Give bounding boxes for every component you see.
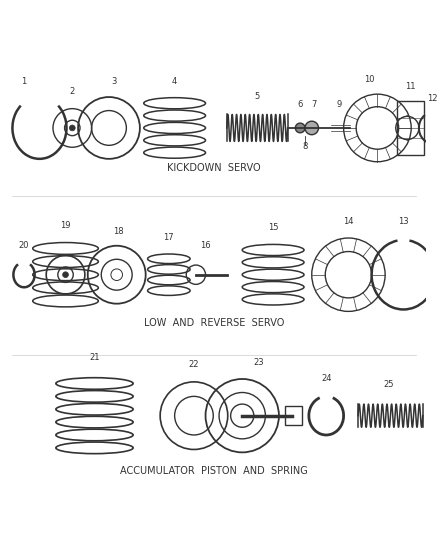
Text: 5: 5 <box>254 92 259 101</box>
Text: 17: 17 <box>163 233 174 242</box>
Text: 2: 2 <box>70 87 75 96</box>
Text: 15: 15 <box>268 223 279 232</box>
Bar <box>285 406 302 425</box>
Text: ACCUMULATOR  PISTON  AND  SPRING: ACCUMULATOR PISTON AND SPRING <box>120 466 308 476</box>
Text: 9: 9 <box>336 100 341 109</box>
Text: KICKDOWN  SERVO: KICKDOWN SERVO <box>167 164 261 174</box>
Text: 3: 3 <box>111 77 117 85</box>
Text: 6: 6 <box>297 100 303 109</box>
Text: 4: 4 <box>172 77 177 85</box>
Text: 18: 18 <box>113 227 124 236</box>
Text: 19: 19 <box>60 221 71 230</box>
Text: 16: 16 <box>200 241 211 249</box>
Text: LOW  AND  REVERSE  SERVO: LOW AND REVERSE SERVO <box>144 318 284 328</box>
Text: 22: 22 <box>189 360 199 369</box>
Text: 21: 21 <box>89 353 100 362</box>
Text: 8: 8 <box>302 142 307 151</box>
Text: 24: 24 <box>321 374 332 383</box>
Text: 25: 25 <box>384 379 394 389</box>
Bar <box>397 101 424 155</box>
Circle shape <box>305 121 318 135</box>
Text: 23: 23 <box>253 359 264 367</box>
Text: 7: 7 <box>311 100 316 109</box>
Circle shape <box>63 272 68 278</box>
Text: 12: 12 <box>427 94 438 103</box>
Circle shape <box>295 123 305 133</box>
Text: 1: 1 <box>21 77 27 86</box>
Text: 10: 10 <box>364 75 375 84</box>
Text: 11: 11 <box>405 82 416 91</box>
Circle shape <box>69 125 75 131</box>
Text: 13: 13 <box>398 217 409 227</box>
Text: 20: 20 <box>19 241 29 249</box>
Text: 14: 14 <box>343 217 354 227</box>
